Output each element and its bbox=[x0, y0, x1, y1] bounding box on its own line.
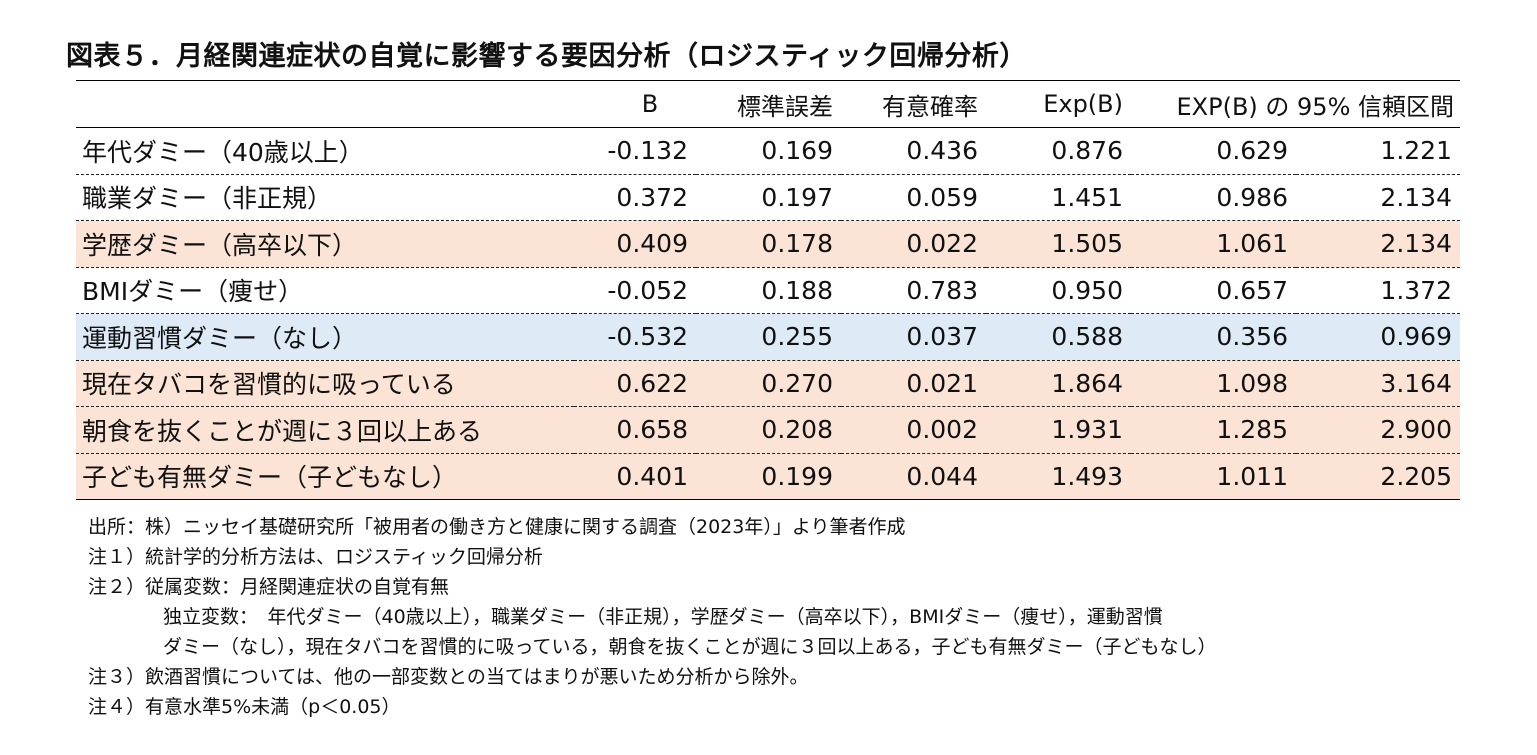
cell-ci-lower: 0.356 bbox=[1131, 313, 1296, 361]
cell-ci-lower: 1.285 bbox=[1131, 406, 1296, 454]
cell-ci-lower: 0.657 bbox=[1131, 267, 1296, 314]
cell-b: -0.052 bbox=[574, 267, 696, 314]
row-label: BMIダミー（痩せ） bbox=[76, 267, 574, 314]
cell-std-error: 0.255 bbox=[696, 313, 841, 361]
header-confidence-interval: EXP(B) の 95% 信頼区間 bbox=[1131, 80, 1460, 128]
cell-b: 0.658 bbox=[574, 406, 696, 454]
row-label: 年代ダミー（40歳以上） bbox=[76, 127, 574, 175]
cell-ci-upper: 2.134 bbox=[1296, 174, 1460, 221]
header-variable bbox=[76, 80, 574, 128]
table-row: 現在タバコを習慣的に吸っている 0.622 0.270 0.021 1.864 1.098… bbox=[76, 360, 1460, 407]
cell-significance: 0.002 bbox=[841, 406, 986, 454]
cell-b: -0.132 bbox=[574, 127, 696, 175]
cell-std-error: 0.197 bbox=[696, 174, 841, 221]
cell-ci-lower: 0.629 bbox=[1131, 127, 1296, 175]
cell-std-error: 0.270 bbox=[696, 360, 841, 407]
cell-ci-upper: 1.372 bbox=[1296, 267, 1460, 314]
cell-ci-upper: 3.164 bbox=[1296, 360, 1460, 407]
header-std-error: 標準誤差 bbox=[696, 80, 841, 128]
row-label: 職業ダミー（非正規） bbox=[76, 174, 574, 221]
cell-std-error: 0.188 bbox=[696, 267, 841, 314]
table-row: 運動習慣ダミー（なし） -0.532 0.255 0.037 0.588 0.356 0.9… bbox=[76, 313, 1460, 361]
cell-significance: 0.021 bbox=[841, 360, 986, 407]
row-label: 運動習慣ダミー（なし） bbox=[76, 313, 574, 361]
cell-ci-upper: 2.134 bbox=[1296, 220, 1460, 268]
row-label: 子ども有無ダミー（子どもなし） bbox=[76, 453, 574, 500]
row-label: 学歴ダミー（高卒以下） bbox=[76, 220, 574, 268]
cell-ci-lower: 1.011 bbox=[1131, 453, 1296, 500]
cell-ci-lower: 1.098 bbox=[1131, 360, 1296, 407]
cell-ci-upper: 2.900 bbox=[1296, 406, 1460, 454]
note-3: 注３）飲酒習慣については、他の一部変数との当てはまりが悪いため分析から除外。 bbox=[88, 666, 809, 688]
cell-exp-b: 0.876 bbox=[986, 127, 1131, 175]
cell-ci-lower: 0.986 bbox=[1131, 174, 1296, 221]
table-row: 職業ダミー（非正規） 0.372 0.197 0.059 1.451 0.986 2.134 bbox=[76, 174, 1460, 221]
cell-significance: 0.037 bbox=[841, 313, 986, 361]
cell-ci-upper: 2.205 bbox=[1296, 453, 1460, 500]
cell-b: 0.372 bbox=[574, 174, 696, 221]
row-label: 朝食を抜くことが週に３回以上ある bbox=[76, 406, 574, 454]
table-row: 学歴ダミー（高卒以下） 0.409 0.178 0.022 1.505 1.061 2.13… bbox=[76, 220, 1460, 268]
note-source: 出所：株）ニッセイ基礎研究所「被用者の働き方と健康に関する調査（2023年）」よ… bbox=[88, 516, 906, 538]
regression-table: B 標準誤差 有意確率 Exp(B) EXP(B) の 95% 信頼区間 年代ダ… bbox=[76, 80, 1460, 500]
cell-ci-upper: 0.969 bbox=[1296, 313, 1460, 361]
cell-b: -0.532 bbox=[574, 313, 696, 361]
cell-b: 0.622 bbox=[574, 360, 696, 407]
cell-ci-lower: 1.061 bbox=[1131, 220, 1296, 268]
cell-exp-b: 1.451 bbox=[986, 174, 1131, 221]
note-2-independent-vars: 独立変数： 年代ダミー（40歳以上），職業ダミー（非正規），学歴ダミー（高卒以下… bbox=[163, 606, 1163, 628]
cell-significance: 0.783 bbox=[841, 267, 986, 314]
cell-exp-b: 1.493 bbox=[986, 453, 1131, 500]
table-row: 年代ダミー（40歳以上） -0.132 0.169 0.436 0.876 0.629 1.… bbox=[76, 127, 1460, 175]
cell-exp-b: 1.864 bbox=[986, 360, 1131, 407]
header-significance: 有意確率 bbox=[841, 80, 986, 128]
cell-std-error: 0.208 bbox=[696, 406, 841, 454]
table-row: 子ども有無ダミー（子どもなし） 0.401 0.199 0.044 1.493 1.011… bbox=[76, 453, 1460, 500]
header-exp-b: Exp(B) bbox=[986, 80, 1131, 128]
note-4: 注４）有意水準5%未満（p＜0.05） bbox=[88, 696, 401, 718]
cell-exp-b: 0.588 bbox=[986, 313, 1131, 361]
cell-std-error: 0.199 bbox=[696, 453, 841, 500]
cell-std-error: 0.169 bbox=[696, 127, 841, 175]
note-1: 注１）統計学的分析方法は、ロジスティック回帰分析 bbox=[88, 546, 543, 568]
cell-ci-upper: 1.221 bbox=[1296, 127, 1460, 175]
cell-exp-b: 1.931 bbox=[986, 406, 1131, 454]
row-label: 現在タバコを習慣的に吸っている bbox=[76, 360, 574, 407]
notes-section: 出所：株）ニッセイ基礎研究所「被用者の働き方と健康に関する調査（2023年）」よ… bbox=[88, 512, 1217, 722]
table-body: 年代ダミー（40歳以上） -0.132 0.169 0.436 0.876 0.629 1.… bbox=[76, 127, 1460, 500]
note-2-independent-vars-cont: ダミー（なし），現在タバコを習慣的に吸っている，朝食を抜くことが週に３回以上ある… bbox=[163, 636, 1217, 658]
cell-significance: 0.022 bbox=[841, 220, 986, 268]
cell-exp-b: 1.505 bbox=[986, 220, 1131, 268]
cell-significance: 0.059 bbox=[841, 174, 986, 221]
figure-title: 図表５．月経関連症状の自覚に影響する要因分析（ロジスティック回帰分析） bbox=[66, 41, 1027, 72]
table-header-row: B 標準誤差 有意確率 Exp(B) EXP(B) の 95% 信頼区間 bbox=[76, 80, 1460, 128]
cell-significance: 0.436 bbox=[841, 127, 986, 175]
cell-std-error: 0.178 bbox=[696, 220, 841, 268]
cell-significance: 0.044 bbox=[841, 453, 986, 500]
cell-b: 0.401 bbox=[574, 453, 696, 500]
table-row: BMIダミー（痩せ） -0.052 0.188 0.783 0.950 0.657 1.37… bbox=[76, 267, 1460, 314]
cell-b: 0.409 bbox=[574, 220, 696, 268]
table-row: 朝食を抜くことが週に３回以上ある 0.658 0.208 0.002 1.931 1.28… bbox=[76, 406, 1460, 454]
note-2: 注２）従属変数：月経関連症状の自覚有無 bbox=[88, 576, 450, 598]
header-b: B bbox=[574, 80, 696, 128]
cell-exp-b: 0.950 bbox=[986, 267, 1131, 314]
